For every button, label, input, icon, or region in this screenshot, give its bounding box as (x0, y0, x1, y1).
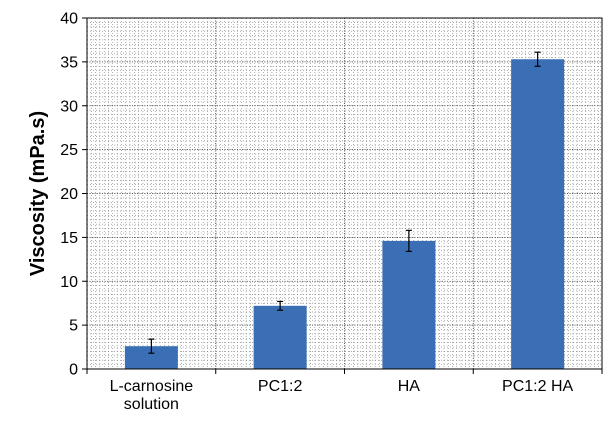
y-tick-label: 15 (60, 230, 78, 247)
bar (382, 240, 436, 369)
y-axis: 0 5 10 15 20 25 30 35 40 (60, 11, 87, 379)
y-tick-label: 40 (60, 11, 78, 28)
y-tick-label: 0 (69, 362, 78, 379)
bar (124, 346, 178, 369)
bars (124, 59, 565, 370)
y-axis-label: Viscosity (mPa.s) (27, 111, 49, 276)
y-tick-label: 35 (60, 54, 78, 71)
x-tick-label: PC1:2 (258, 378, 303, 395)
y-tick-label: 25 (60, 142, 78, 159)
y-tick-label: 10 (60, 274, 78, 291)
x-tick-label: HA (398, 378, 421, 395)
bar (511, 59, 565, 370)
x-tick-label: L-carnosine (110, 378, 194, 395)
bar (253, 305, 307, 369)
y-tick-label: 5 (69, 318, 78, 335)
x-tick-label: solution (124, 396, 179, 413)
y-tick-label: 20 (60, 186, 78, 203)
error-bars (148, 51, 541, 354)
x-tick-label: PC1:2 HA (502, 378, 573, 395)
y-tick-label: 30 (60, 98, 78, 115)
